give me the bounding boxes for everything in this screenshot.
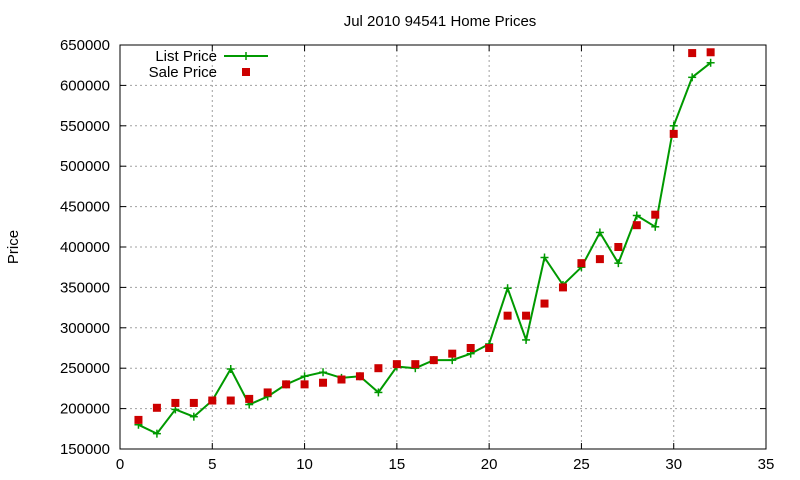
legend-label-list-price: List Price bbox=[155, 48, 217, 65]
y-tick-label: 200000 bbox=[60, 401, 110, 418]
list-price-point bbox=[503, 284, 512, 293]
y-tick-label: 600000 bbox=[60, 77, 110, 94]
sale-price-point bbox=[208, 396, 217, 405]
list-price-point bbox=[189, 412, 198, 421]
list-price-point bbox=[614, 259, 623, 268]
sale-price-point bbox=[134, 415, 143, 424]
sale-price-point bbox=[706, 48, 715, 57]
sale-price-point bbox=[392, 360, 401, 369]
grid-lines bbox=[120, 45, 766, 449]
list-price-point bbox=[374, 388, 383, 397]
sale-price-point bbox=[355, 372, 364, 381]
sale-price-point bbox=[503, 311, 512, 320]
legend-marker-sale-price bbox=[242, 68, 250, 76]
sale-price-point bbox=[466, 344, 475, 352]
x-tick-label: 20 bbox=[481, 456, 498, 473]
data-series bbox=[134, 48, 715, 438]
list-price-point bbox=[522, 335, 531, 344]
y-tick-label: 450000 bbox=[60, 199, 110, 216]
sale-price-point bbox=[595, 255, 604, 264]
sale-price-point bbox=[300, 380, 309, 389]
list-price-point bbox=[540, 253, 549, 262]
x-tick-label: 10 bbox=[296, 456, 313, 473]
axis-ticks: 0 5 10 15 20 25 30 35 150000 200000 250000 300000 35… bbox=[60, 37, 774, 473]
sale-price-point bbox=[558, 283, 567, 292]
x-tick-label: 25 bbox=[573, 456, 590, 473]
list-price-point bbox=[152, 429, 161, 438]
list-price-point bbox=[669, 121, 678, 130]
legend-marker-list-price bbox=[242, 52, 250, 60]
sale-price-point bbox=[411, 360, 420, 369]
list-price-point bbox=[706, 58, 715, 67]
sale-price-point bbox=[577, 259, 586, 268]
x-tick-label: 30 bbox=[665, 456, 682, 473]
sale-price-point bbox=[614, 243, 623, 251]
sale-price-point bbox=[374, 364, 383, 373]
sale-price-point bbox=[319, 378, 328, 387]
sale-price-point bbox=[632, 221, 641, 230]
sale-price-point bbox=[540, 299, 549, 308]
sale-price-point bbox=[669, 129, 678, 138]
list-price-point bbox=[688, 73, 697, 82]
y-tick-label: 500000 bbox=[60, 158, 110, 175]
list-price-point bbox=[226, 365, 235, 374]
y-tick-label: 300000 bbox=[60, 320, 110, 337]
sale-price-point bbox=[189, 398, 198, 407]
y-tick-label: 250000 bbox=[60, 360, 110, 377]
sale-price-point bbox=[226, 396, 235, 405]
x-tick-label: 15 bbox=[389, 456, 406, 473]
sale-price-point bbox=[448, 349, 457, 358]
sale-price-point bbox=[522, 311, 531, 320]
sale-price-point bbox=[263, 388, 272, 397]
list-price-point bbox=[595, 228, 604, 237]
y-tick-label: 150000 bbox=[60, 441, 110, 458]
sale-price-point bbox=[429, 356, 438, 365]
x-tick-label: 5 bbox=[208, 456, 216, 473]
sale-price-point bbox=[245, 394, 254, 403]
sale-price-point bbox=[651, 210, 660, 219]
x-tick-label: 35 bbox=[758, 456, 775, 473]
legend-label-sale-price: Sale Price bbox=[149, 64, 217, 81]
y-axis-label: Price bbox=[5, 230, 22, 264]
list-price-point bbox=[300, 372, 309, 381]
y-tick-label: 650000 bbox=[60, 37, 110, 54]
list-price-point bbox=[319, 368, 328, 377]
chart-title: Jul 2010 94541 Home Prices bbox=[344, 13, 537, 30]
sale-price-point bbox=[337, 375, 346, 384]
x-tick-label: 0 bbox=[116, 456, 124, 473]
list-price-point bbox=[651, 222, 660, 231]
sale-price-point bbox=[171, 398, 180, 407]
sale-price-point bbox=[282, 380, 291, 389]
sale-price-point bbox=[688, 49, 697, 58]
y-tick-label: 550000 bbox=[60, 118, 110, 135]
sale-price-point bbox=[152, 403, 161, 412]
y-tick-label: 400000 bbox=[60, 239, 110, 256]
sale-price-point bbox=[485, 344, 494, 352]
y-tick-label: 350000 bbox=[60, 279, 110, 296]
list-price-line bbox=[138, 62, 712, 435]
list-price-point bbox=[632, 211, 641, 220]
